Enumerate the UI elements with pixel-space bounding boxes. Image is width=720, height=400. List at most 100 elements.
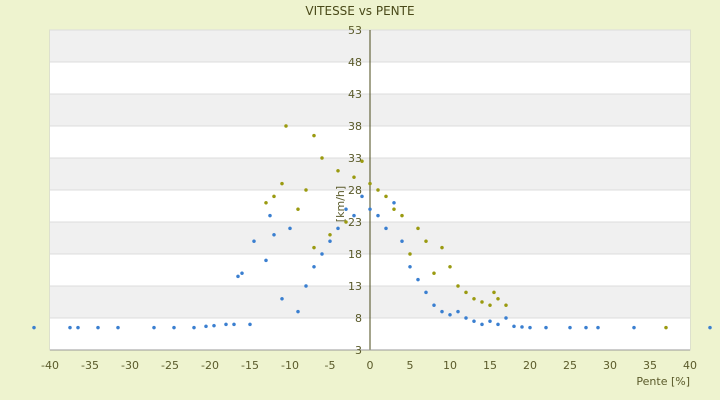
data-point <box>248 322 252 327</box>
data-point <box>492 290 496 295</box>
x-tick-label: 15 <box>483 359 497 372</box>
data-point <box>384 194 388 199</box>
data-point <box>312 245 316 250</box>
y-tick-label: 13 <box>348 280 362 293</box>
data-point <box>224 322 228 327</box>
x-tick-label: -35 <box>81 359 99 372</box>
data-point <box>632 325 636 330</box>
data-point <box>296 207 300 211</box>
y-tick-label: 23 <box>348 216 362 229</box>
y-tick-label: 3 <box>355 344 362 357</box>
data-point <box>264 200 268 205</box>
data-point <box>440 309 444 314</box>
data-point <box>252 239 256 243</box>
data-point <box>488 303 492 308</box>
data-point <box>416 277 420 282</box>
data-point <box>320 156 324 160</box>
x-tick-label: 0 <box>367 359 374 372</box>
data-point <box>336 168 340 173</box>
data-point <box>352 213 356 218</box>
data-point <box>344 207 348 211</box>
data-point <box>212 323 216 328</box>
x-tick-label: 30 <box>603 359 617 372</box>
data-point <box>392 207 396 211</box>
data-point <box>280 296 284 301</box>
data-point <box>400 239 404 243</box>
data-point <box>512 324 516 329</box>
data-point <box>496 322 500 327</box>
data-point <box>480 300 484 304</box>
data-point <box>448 264 452 269</box>
data-point <box>116 325 120 330</box>
data-point <box>472 296 476 301</box>
data-point <box>448 312 452 317</box>
data-point <box>384 226 388 231</box>
x-tick-label: -15 <box>241 359 259 372</box>
data-point <box>504 316 508 320</box>
data-point <box>368 207 372 211</box>
data-point <box>400 213 404 218</box>
data-point <box>304 284 308 288</box>
data-point <box>472 319 476 324</box>
y-tick-label: 33 <box>348 152 362 165</box>
data-point <box>544 325 548 330</box>
x-tick-label: 20 <box>523 359 537 372</box>
data-point <box>204 324 208 329</box>
x-tick-label: -40 <box>41 359 59 372</box>
y-tick-label: 8 <box>355 312 362 325</box>
x-tick-label: -10 <box>281 359 299 372</box>
data-point <box>272 194 276 199</box>
data-point <box>376 188 380 192</box>
data-point <box>312 133 316 138</box>
data-point <box>328 239 332 243</box>
data-point <box>408 252 412 256</box>
data-point <box>488 319 492 324</box>
data-point <box>520 325 524 329</box>
data-point <box>76 325 80 330</box>
data-point <box>368 181 372 186</box>
y-tick-label: 53 <box>348 24 362 37</box>
x-tick-label: 5 <box>407 359 414 372</box>
data-point <box>528 325 532 330</box>
data-point <box>264 258 268 263</box>
data-point <box>96 325 100 330</box>
chart-title: VITESSE vs PENTE <box>305 4 415 18</box>
x-tick-label: -25 <box>161 359 179 372</box>
data-point <box>236 274 240 279</box>
y-tick-label: 18 <box>348 248 362 261</box>
data-point <box>288 226 292 231</box>
x-tick-label: 40 <box>683 359 697 372</box>
data-point <box>68 325 72 330</box>
x-tick-label: 10 <box>443 359 457 372</box>
data-point <box>480 322 484 327</box>
data-point <box>152 325 156 330</box>
y-tick-label: 48 <box>348 56 362 69</box>
data-point <box>272 232 276 237</box>
data-point <box>360 159 364 163</box>
data-point <box>504 303 508 308</box>
data-point <box>496 296 500 301</box>
data-point <box>320 252 324 256</box>
data-point <box>192 325 196 330</box>
data-point <box>360 194 364 199</box>
data-point <box>568 325 572 330</box>
data-point <box>352 175 356 179</box>
x-tick-label: 35 <box>643 359 657 372</box>
x-tick-label: -30 <box>121 359 139 372</box>
data-point <box>432 271 436 276</box>
data-point <box>664 325 668 330</box>
data-point <box>596 325 600 330</box>
data-point <box>268 213 272 218</box>
data-point <box>456 284 460 288</box>
data-point <box>32 325 36 330</box>
x-tick-label: -20 <box>201 359 219 372</box>
data-point <box>304 188 308 192</box>
data-point <box>424 290 428 295</box>
data-point <box>232 322 236 327</box>
data-point <box>312 264 316 269</box>
data-point <box>432 303 436 308</box>
data-point <box>240 271 244 276</box>
data-point <box>344 220 348 224</box>
